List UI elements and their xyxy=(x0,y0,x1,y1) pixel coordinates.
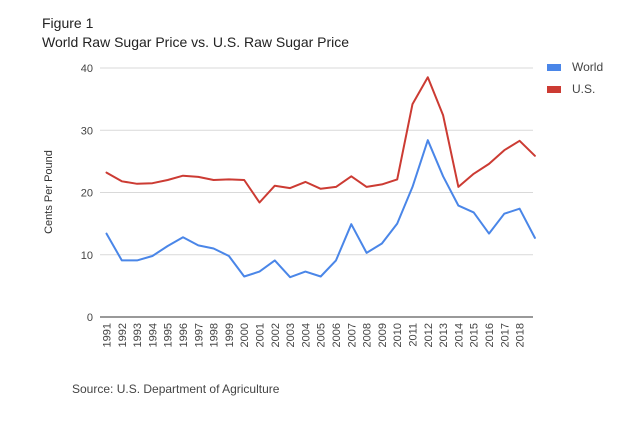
x-tick-label: 2003 xyxy=(285,323,297,347)
x-tick-label: 2007 xyxy=(346,323,358,347)
x-tick-label: 2015 xyxy=(469,323,481,347)
chart-title: World Raw Sugar Price vs. U.S. Raw Sugar… xyxy=(42,34,350,50)
x-tick-label: 2004 xyxy=(300,323,312,347)
source-note: Source: U.S. Department of Agriculture xyxy=(72,382,280,396)
x-tick-label: 1992 xyxy=(117,323,129,347)
x-tick-label: 2018 xyxy=(515,323,527,347)
legend-swatch xyxy=(547,86,561,93)
y-tick-label: 20 xyxy=(81,188,93,200)
series-line-us xyxy=(105,76,536,204)
series-line-world xyxy=(105,139,536,279)
legend-label: U.S. xyxy=(572,82,595,96)
x-tick-label: 1991 xyxy=(102,323,114,347)
y-tick-label: 40 xyxy=(81,63,93,75)
y-tick-label: 10 xyxy=(81,250,93,262)
x-tick-label: 2012 xyxy=(423,323,435,347)
x-tick-labels: 1991 1992 1993 1994 1995 1996 1997 1998 1999 2000… xyxy=(102,323,527,347)
series-lines xyxy=(105,76,536,279)
x-tick-label: 2009 xyxy=(377,323,389,347)
x-tick-label: 1997 xyxy=(193,323,205,347)
x-tick-label: 1999 xyxy=(224,323,236,347)
x-tick-label: 2011 xyxy=(408,323,420,347)
x-tick-label: 1995 xyxy=(163,323,175,347)
legend: World U.S. xyxy=(547,60,603,96)
x-tick-label: 2000 xyxy=(239,323,251,347)
x-tick-label: 2006 xyxy=(331,323,343,347)
figure-label: Figure 1 xyxy=(42,15,94,31)
x-tick-label: 2014 xyxy=(453,323,465,347)
x-tick-label: 2005 xyxy=(316,323,328,347)
x-tick-label: 2001 xyxy=(255,323,267,347)
y-tick-label: 0 xyxy=(87,312,93,324)
x-tick-label: 1998 xyxy=(209,323,221,347)
x-tick-label: 2008 xyxy=(362,323,374,347)
x-tick-label: 2002 xyxy=(270,323,282,347)
x-tick-label: 1993 xyxy=(132,323,144,347)
x-tick-label: 2013 xyxy=(438,323,450,347)
y-tick-labels: 0 10 20 30 40 xyxy=(81,63,93,324)
x-tick-label: 1996 xyxy=(178,323,190,347)
legend-swatch xyxy=(547,64,561,71)
legend-label: World xyxy=(572,60,603,74)
x-tick-label: 1994 xyxy=(147,323,159,347)
x-tick-label: 2016 xyxy=(484,323,496,347)
x-tick-label: 2010 xyxy=(392,323,404,347)
y-tick-label: 30 xyxy=(81,125,93,137)
x-tick-label: 2017 xyxy=(499,323,511,347)
gridlines xyxy=(100,67,533,318)
y-axis-title: Cents Per Pound xyxy=(43,150,55,234)
